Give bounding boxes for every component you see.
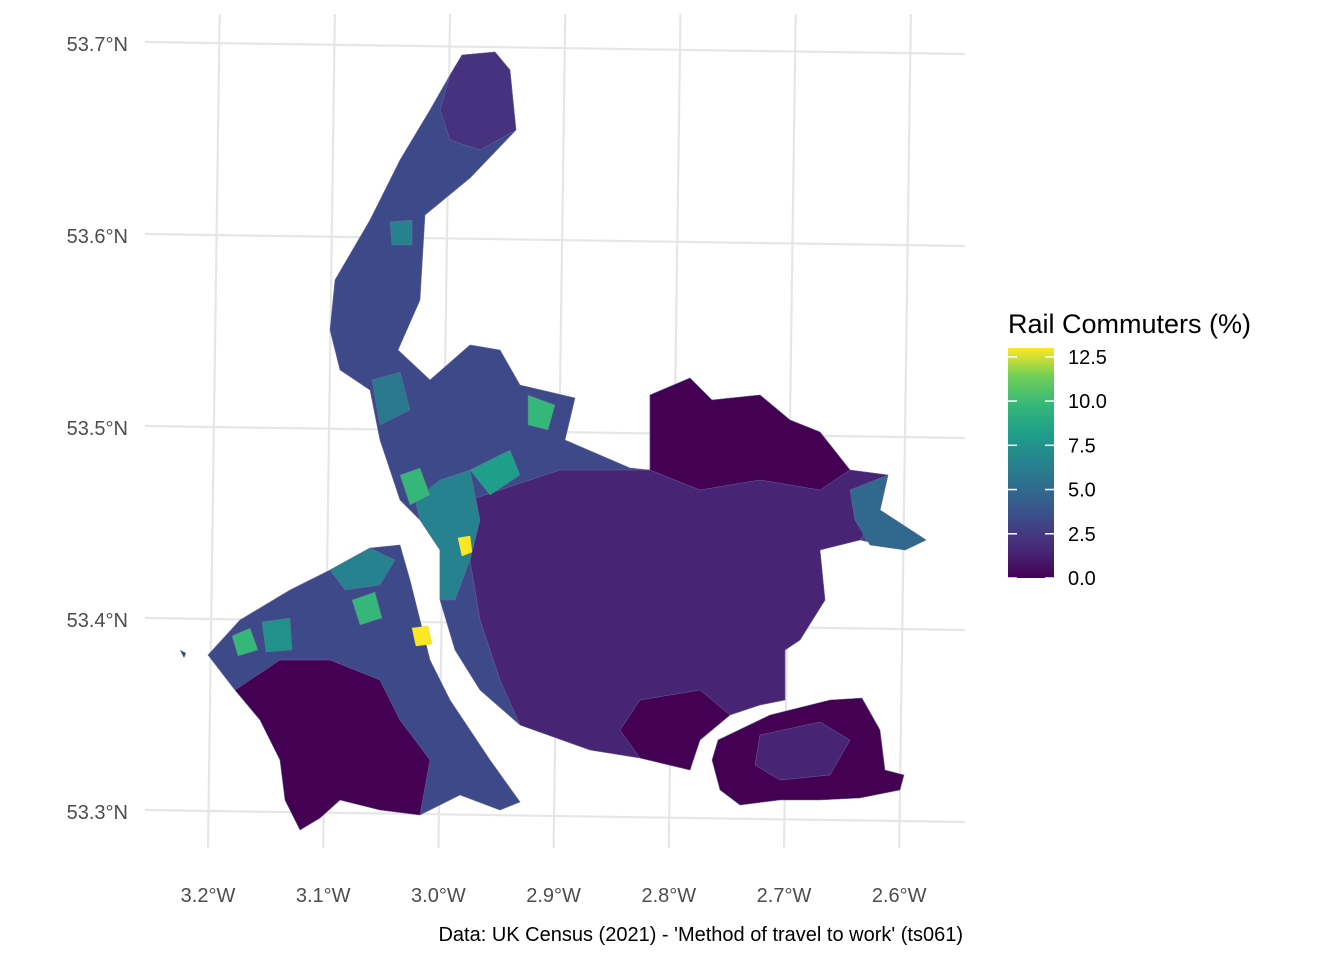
map-region-east	[649, 377, 851, 491]
legend-tick-label: 5.0	[1068, 480, 1096, 502]
grid-line-lat	[144, 40, 966, 56]
y-tick-label: 53.6°N	[67, 226, 128, 248]
grid-line-lon	[206, 13, 221, 849]
map-regions	[180, 51, 927, 831]
map-region-green-patch	[527, 394, 556, 431]
x-tick-label: 3.2°W	[181, 885, 236, 907]
x-tick-label: 2.6°W	[872, 885, 927, 907]
map-region-wirral-west	[234, 659, 431, 831]
legend-tick-label: 10.0	[1068, 391, 1107, 413]
y-axis-ticks: 53.3°N 53.4°N 53.5°N 53.6°N 53.7°N	[67, 34, 128, 824]
map-region-east-spur	[849, 474, 927, 551]
x-tick-label: 2.7°W	[757, 885, 812, 907]
x-axis-ticks: 3.2°W 3.1°W 3.0°W 2.9°W 2.8°W 2.7°W 2.6°W	[181, 885, 927, 907]
map-region-hoylake	[231, 627, 259, 657]
grid-line-lat	[144, 232, 966, 248]
legend-tick-label: 0.0	[1068, 568, 1096, 590]
legend-colorbar	[1008, 348, 1054, 578]
y-tick-label: 53.3°N	[67, 802, 128, 824]
map-region-south-liverpool	[619, 689, 731, 771]
legend-tick-label: 2.5	[1068, 524, 1096, 546]
legend-tick-label: 12.5	[1068, 347, 1107, 369]
map-region-wallasey	[329, 547, 396, 591]
map-region-halton-inner	[754, 721, 851, 781]
legend: Rail Commuters (%) 12.5 10.0 7.5 5.0 2.5 0.0	[1008, 309, 1251, 590]
map-region-wirral-small-island	[180, 650, 186, 658]
caption: Data: UK Census (2021) - 'Method of trav…	[438, 924, 963, 946]
y-tick-label: 53.7°N	[67, 34, 128, 56]
x-tick-label: 2.8°W	[641, 885, 696, 907]
map-region-wirral-teal	[261, 617, 293, 653]
legend-title: Rail Commuters (%)	[1008, 309, 1251, 339]
y-tick-label: 53.4°N	[67, 610, 128, 632]
map-region-city-hotspot	[457, 535, 473, 557]
x-tick-label: 2.9°W	[526, 885, 581, 907]
map-region-north-teal	[469, 449, 521, 496]
grid-line-lon	[898, 13, 912, 849]
map-region-north-green	[399, 467, 431, 506]
map-region-city-centre	[414, 469, 481, 601]
map-region-north-tip	[439, 51, 517, 151]
x-tick-label: 3.1°W	[296, 885, 351, 907]
map-region-birkenhead-hotspot	[411, 625, 433, 647]
map-region-formby	[389, 219, 413, 246]
map-region-wirral-green	[351, 591, 383, 626]
axes: 3.2°W 3.1°W 3.0°W 2.9°W 2.8°W 2.7°W 2.6°W 53.3…	[67, 34, 927, 907]
y-tick-label: 53.5°N	[67, 418, 128, 440]
legend-tick-label: 7.5	[1068, 435, 1096, 457]
x-tick-label: 3.0°W	[411, 885, 466, 907]
legend-ticks: 12.5 10.0 7.5 5.0 2.5 0.0	[1008, 347, 1107, 590]
map-region-crosby	[371, 371, 411, 426]
